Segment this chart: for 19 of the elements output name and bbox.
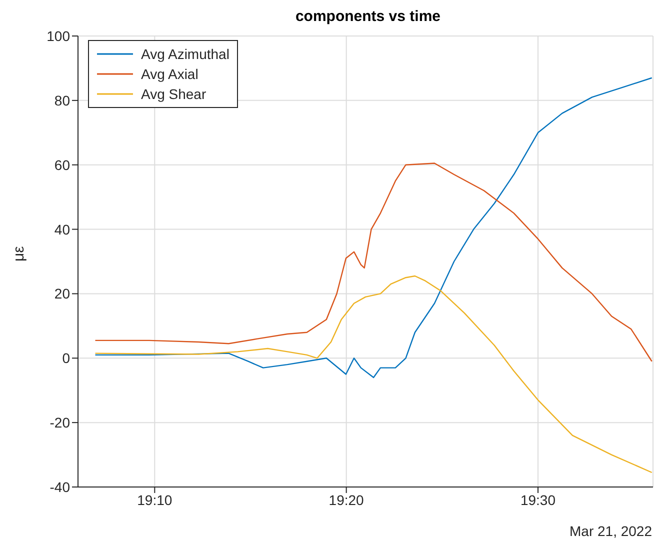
y-tick-label: -20 — [50, 414, 70, 431]
x-tick-label: 19:10 — [137, 492, 172, 508]
y-tick-label: 80 — [54, 92, 70, 108]
legend-label: Avg Axial — [141, 65, 198, 84]
chart-title: components vs time — [294, 8, 442, 27]
legend-label: Avg Azimuthal — [141, 45, 230, 64]
line-series — [94, 275, 652, 474]
y-axis-title: με — [10, 246, 28, 262]
y-tick-label: 20 — [54, 286, 70, 302]
x-tick-label: 19:30 — [520, 492, 556, 508]
x-tick-label: 19:20 — [328, 492, 364, 508]
text: Mar 21, 2022 — [568, 523, 652, 539]
line-series — [94, 162, 652, 362]
y-tick-label: 60 — [54, 156, 70, 173]
y-tick-label: -40 — [50, 478, 70, 495]
y-tick-label: 40 — [54, 221, 70, 238]
y-tick-label: 0 — [62, 350, 70, 366]
legend-label: Avg Shear — [141, 85, 206, 104]
y-tick-label: 100 — [46, 28, 70, 44]
